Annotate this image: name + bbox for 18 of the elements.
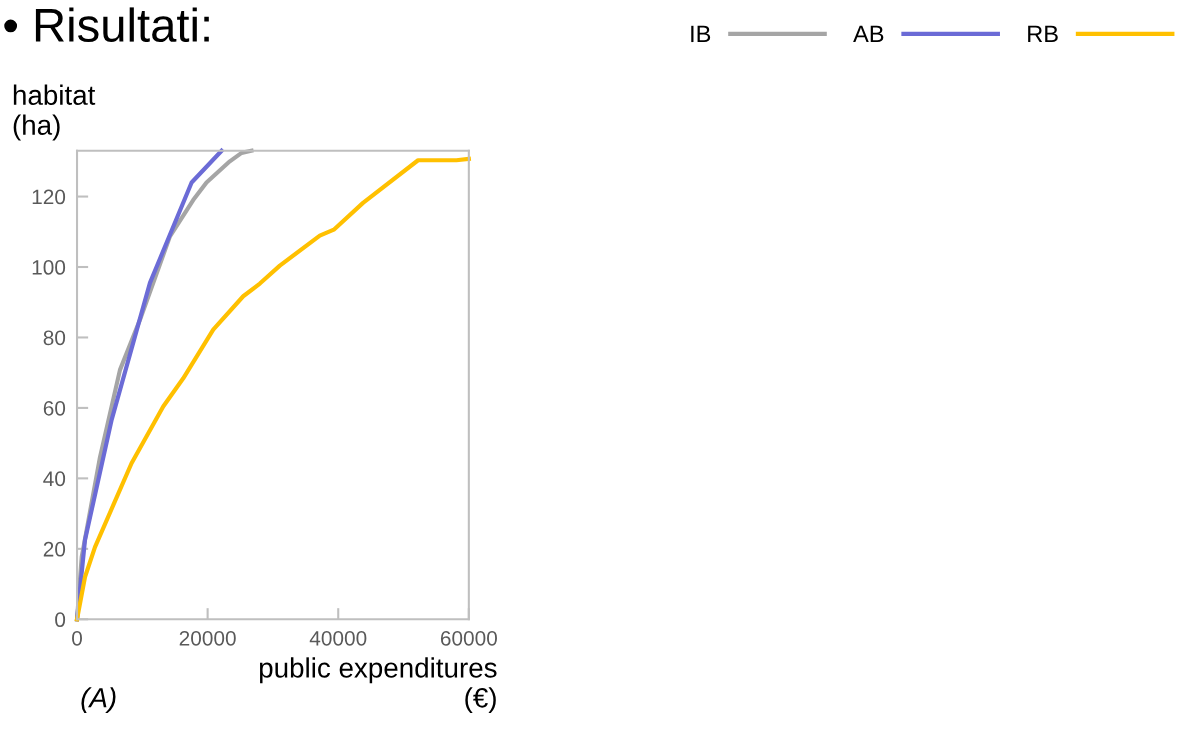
y-tick-label: 80 <box>43 330 66 346</box>
x-tick-label: 20000 <box>179 630 236 646</box>
legend-label: IB <box>691 25 711 43</box>
y-axis-title: habitat (ha) <box>13 84 96 141</box>
y-tick-label: 0 <box>55 612 66 628</box>
chart-title: • Risultati: <box>4 7 209 43</box>
y-tick-label: 20 <box>43 541 66 557</box>
x-tick-label: 60000 <box>440 630 497 646</box>
y-tick-label: 100 <box>32 260 66 275</box>
legend-label: RB <box>1028 25 1058 43</box>
legend-label: AB <box>853 25 884 43</box>
y-tick-label: 120 <box>32 189 66 205</box>
y-tick-label: 40 <box>43 471 66 487</box>
x-tick-label: 40000 <box>309 630 367 646</box>
y-tick-label: 60 <box>43 400 66 416</box>
x-tick-label: 0 <box>72 630 82 646</box>
text: (A) <box>81 687 116 714</box>
x-axis-title: public expenditures (€) <box>259 657 497 714</box>
